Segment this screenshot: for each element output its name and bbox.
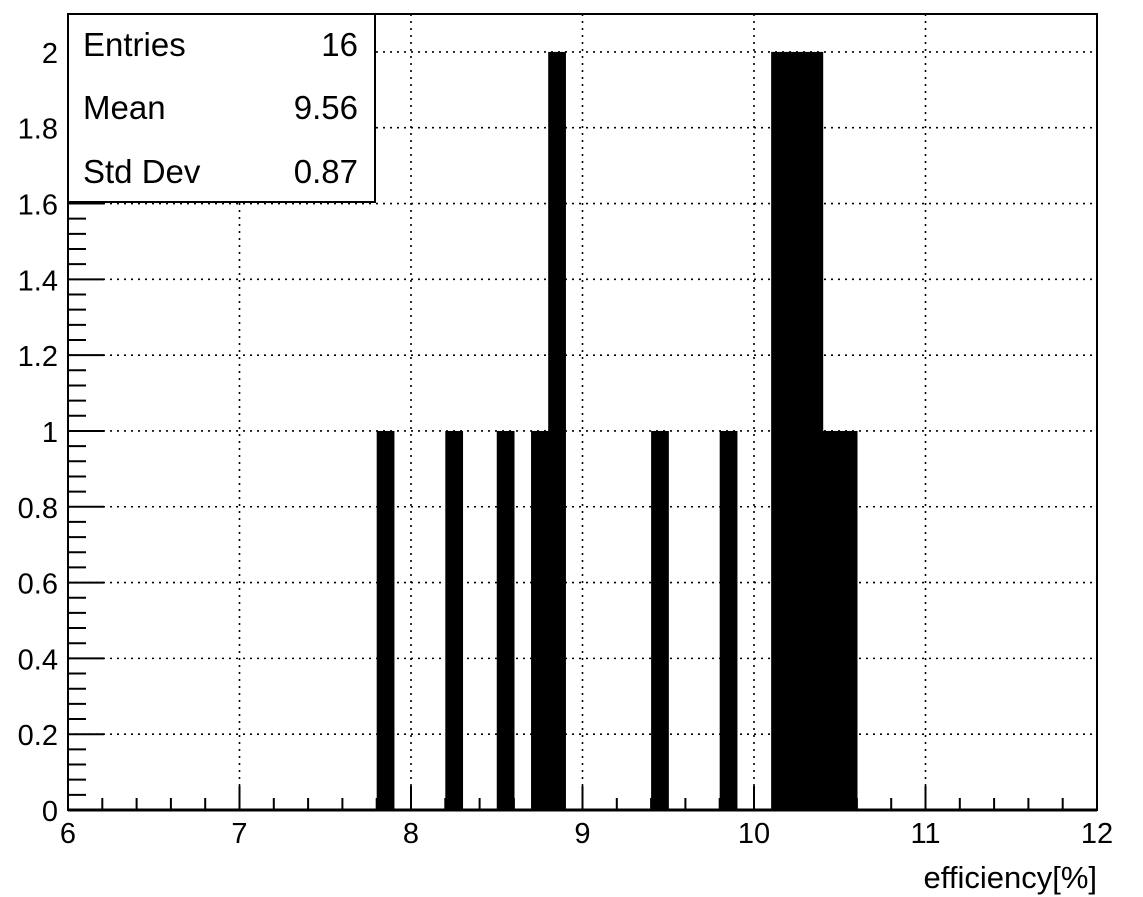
y-tick-label: 0.4 — [18, 644, 58, 676]
y-tick-label: 1.6 — [18, 190, 58, 222]
stats-box: Entries 16 Mean 9.56 Std Dev 0.87 — [67, 13, 376, 203]
y-tick-label: 0.6 — [18, 569, 58, 601]
tick-labels: 6 7 8 9 10 11 12 0 0.2 0.4 0.6 0.8 1 1.2 1.4 1.6 1.8 2 — [18, 38, 1113, 850]
histogram-bar — [651, 430, 669, 810]
histogram-bar — [788, 51, 807, 810]
histogram-bar — [771, 51, 789, 810]
histogram-bar — [839, 430, 858, 810]
stats-value: 9.56 — [294, 89, 358, 126]
y-tick-label: 1 — [42, 417, 58, 449]
x-tick-label: 12 — [1081, 818, 1113, 850]
y-tick-label: 2 — [42, 38, 58, 70]
x-tick-label: 11 — [910, 818, 940, 850]
y-tick-label: 0 — [42, 796, 58, 828]
stats-value: 16 — [321, 26, 358, 63]
x-axis-title: efficiency[%] — [924, 860, 1097, 895]
stats-label: Std Dev — [83, 153, 201, 190]
x-tick-label: 6 — [60, 818, 76, 850]
y-tick-label: 1.8 — [18, 114, 58, 146]
stats-box-frame — [67, 13, 376, 203]
histogram-bar — [496, 430, 515, 810]
y-tick-label: 1.4 — [18, 265, 58, 297]
histogram-bar — [548, 51, 566, 810]
x-tick-label: 10 — [738, 818, 770, 850]
y-tick-label: 0.2 — [18, 720, 58, 752]
stats-label: Entries — [83, 26, 186, 63]
stats-label: Mean — [83, 89, 166, 126]
histogram-bars — [376, 51, 858, 810]
histogram-bar — [445, 430, 464, 810]
histogram-bar — [531, 430, 549, 810]
histogram-bar — [719, 430, 738, 810]
y-tick-label: 0.8 — [18, 493, 58, 525]
x-tick-label: 7 — [231, 818, 247, 850]
histogram-bar — [822, 430, 841, 810]
histogram-bar — [376, 430, 395, 810]
stats-value: 0.87 — [294, 153, 358, 190]
y-tick-label: 1.2 — [18, 341, 58, 373]
x-tick-label: 8 — [403, 818, 419, 850]
histogram-bar — [805, 51, 824, 810]
x-tick-label: 9 — [574, 818, 590, 850]
